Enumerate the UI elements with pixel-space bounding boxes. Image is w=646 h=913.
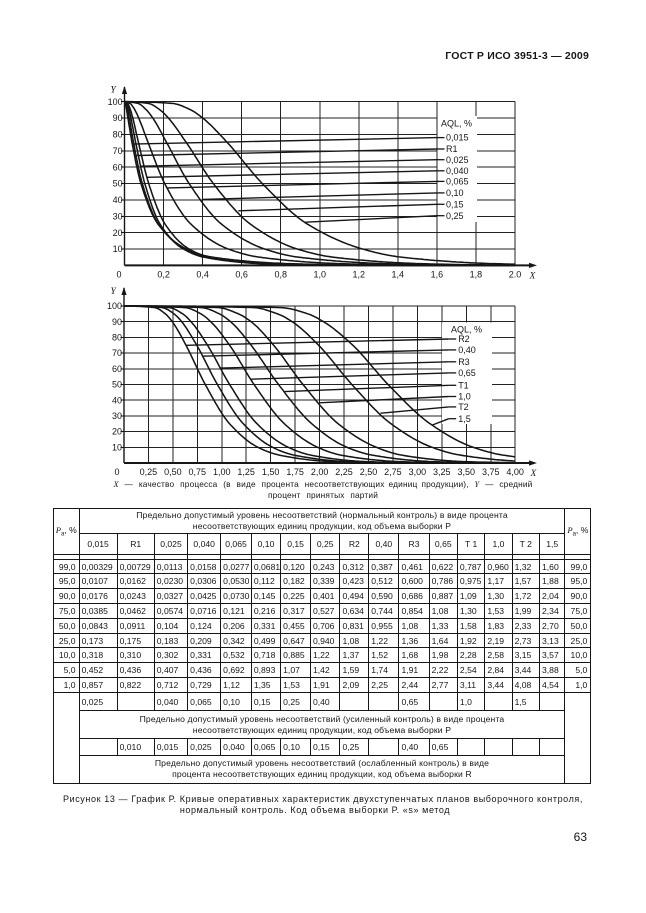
svg-text:0,040: 0,040 <box>446 166 469 176</box>
svg-text:X: X <box>529 272 537 282</box>
svg-text:90: 90 <box>112 317 122 327</box>
svg-text:0,6: 0,6 <box>235 270 248 280</box>
svg-text:1,2: 1,2 <box>353 270 366 280</box>
svg-text:2,50: 2,50 <box>360 467 378 477</box>
svg-text:1,75: 1,75 <box>286 467 304 477</box>
svg-text:50: 50 <box>113 179 123 189</box>
svg-text:3,50: 3,50 <box>458 467 476 477</box>
svg-text:0,2: 0,2 <box>157 270 170 280</box>
svg-text:0,15: 0,15 <box>446 199 464 209</box>
svg-text:0,40: 0,40 <box>458 345 476 355</box>
svg-text:0,4: 0,4 <box>196 270 209 280</box>
svg-text:20: 20 <box>113 228 123 238</box>
svg-text:50: 50 <box>112 380 122 390</box>
svg-text:80: 80 <box>112 333 122 343</box>
svg-text:0,50: 0,50 <box>164 467 182 477</box>
svg-text:0,75: 0,75 <box>189 467 207 477</box>
svg-text:80: 80 <box>113 130 123 140</box>
svg-text:R2: R2 <box>458 334 470 344</box>
svg-text:1,00: 1,00 <box>213 467 231 477</box>
svg-text:2,25: 2,25 <box>335 467 353 477</box>
svg-text:1,50: 1,50 <box>262 467 280 477</box>
svg-text:0,065: 0,065 <box>446 177 469 187</box>
svg-text:1,4: 1,4 <box>392 270 405 280</box>
svg-text:1,0: 1,0 <box>458 392 471 402</box>
svg-text:30: 30 <box>113 211 123 221</box>
svg-text:3,25: 3,25 <box>433 467 451 477</box>
svg-text:20: 20 <box>112 427 122 437</box>
svg-text:10: 10 <box>113 244 123 254</box>
svg-text:0,025: 0,025 <box>446 155 469 165</box>
svg-text:2,75: 2,75 <box>384 467 402 477</box>
svg-text:Y: Y <box>111 86 118 96</box>
svg-text:1,6: 1,6 <box>431 270 444 280</box>
svg-text:3,00: 3,00 <box>409 467 427 477</box>
svg-text:0,25: 0,25 <box>446 211 464 221</box>
svg-text:0,65: 0,65 <box>458 368 476 378</box>
svg-text:30: 30 <box>112 411 122 421</box>
svg-text:0: 0 <box>114 467 119 477</box>
svg-text:AQL, %: AQL, % <box>441 119 472 129</box>
svg-text:0: 0 <box>116 270 121 280</box>
svg-text:X: X <box>530 469 538 479</box>
svg-text:4,00: 4,00 <box>506 467 524 477</box>
svg-text:0,25: 0,25 <box>140 467 158 477</box>
svg-text:70: 70 <box>113 146 123 156</box>
svg-text:R1: R1 <box>446 144 458 154</box>
svg-text:100: 100 <box>108 97 123 107</box>
svg-text:60: 60 <box>113 162 123 172</box>
svg-text:10: 10 <box>112 442 122 452</box>
svg-text:40: 40 <box>112 395 122 405</box>
svg-text:AQL, %: AQL, % <box>451 325 482 335</box>
svg-text:70: 70 <box>112 348 122 358</box>
svg-text:1,8: 1,8 <box>470 270 483 280</box>
svg-text:1,0: 1,0 <box>314 270 327 280</box>
svg-text:3,75: 3,75 <box>482 467 500 477</box>
svg-text:0,015: 0,015 <box>446 133 469 143</box>
svg-text:Y: Y <box>111 287 118 297</box>
svg-text:2,00: 2,00 <box>311 467 329 477</box>
svg-text:R3: R3 <box>458 357 470 367</box>
svg-text:90: 90 <box>113 113 123 123</box>
svg-text:T1: T1 <box>458 380 469 390</box>
svg-text:2.0: 2.0 <box>509 270 522 280</box>
svg-text:1,25: 1,25 <box>237 467 255 477</box>
svg-text:1,5: 1,5 <box>458 414 471 424</box>
svg-text:0,8: 0,8 <box>274 270 287 280</box>
svg-text:100: 100 <box>107 301 122 311</box>
svg-text:60: 60 <box>112 364 122 374</box>
svg-text:T2: T2 <box>458 402 469 412</box>
svg-text:40: 40 <box>113 195 123 205</box>
svg-text:0,10: 0,10 <box>446 188 464 198</box>
